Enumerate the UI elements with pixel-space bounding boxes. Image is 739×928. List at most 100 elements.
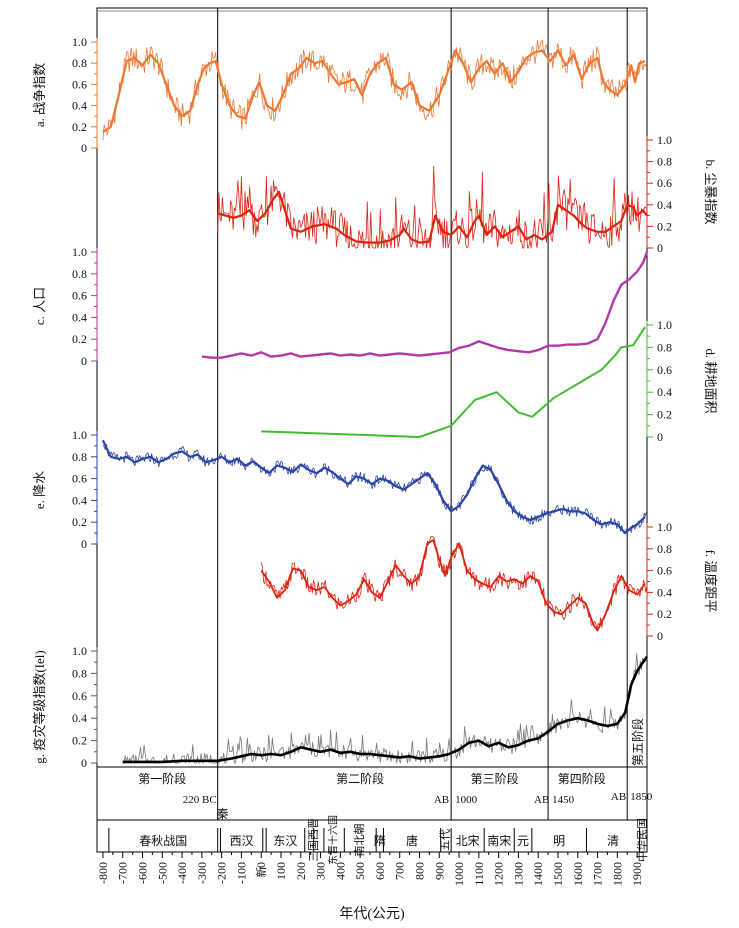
dynasty-label: 东晋十六国	[326, 815, 339, 865]
y-tick-label: 1.0	[657, 133, 672, 147]
panel-label: d. 耕地面积	[703, 348, 718, 413]
dynasty-label: 五代	[438, 829, 451, 851]
dynasty-label: 元	[517, 834, 529, 848]
panel-a: 0 0.2 0.4 0.6 0.8 1.0 a. 战争指数	[32, 35, 647, 155]
x-tick-label: -800	[96, 862, 110, 884]
dynasty-label: 隋	[374, 834, 386, 848]
y-tick-label: 0.2	[72, 515, 87, 529]
y-tick-label: 1.0	[657, 520, 672, 534]
raw-series-line	[217, 165, 647, 249]
boundary-label: 1000	[455, 794, 478, 806]
dynasty-label: 三国西晋	[307, 818, 320, 862]
x-tick-label: 100	[274, 862, 288, 880]
y-tick-label: 0.8	[657, 340, 672, 354]
stage-label: 第五阶段	[630, 718, 645, 766]
boundary-label: AB	[611, 791, 626, 803]
dynasty-label: 明	[553, 834, 565, 848]
boundary-label: 220 BC	[183, 794, 217, 806]
smooth-series-line	[260, 539, 646, 632]
y-tick-label: 0.6	[657, 176, 672, 190]
panel-e: 0 0.2 0.4 0.6 0.8 1.0 e. 降水	[32, 428, 647, 551]
dynasty-label: 西汉	[230, 834, 254, 848]
smooth-series-line	[261, 326, 646, 438]
y-tick-label: 1.0	[72, 35, 87, 49]
panel-label: b. 尘暴指数	[703, 159, 718, 224]
raw-series-line	[102, 444, 647, 534]
y-tick-label: 0.2	[72, 120, 87, 134]
y-tick-label: 0.4	[72, 711, 87, 725]
y-tick-label: 1.0	[72, 644, 87, 658]
smooth-series-line	[201, 251, 649, 359]
dynasty-label: 春秋战国	[139, 834, 187, 848]
stage-label: 第三阶段	[471, 771, 519, 786]
dynasty-label: 唐	[406, 833, 418, 848]
x-tick-label: 1100	[472, 862, 486, 886]
panel-label: a. 战争指数	[32, 63, 47, 127]
y-tick-label: 0.8	[72, 450, 87, 464]
x-tick-label: 1400	[531, 862, 545, 886]
dynasty-label: 东汉	[273, 834, 297, 848]
panel-d: 0 0.2 0.4 0.6 0.8 1.0 d. 耕地面积	[261, 318, 718, 444]
smooth-series-line	[101, 439, 646, 535]
x-tick-label: -200	[215, 862, 229, 884]
chart-panels: 0 0.2 0.4 0.6 0.8 1.0 a. 战争指数 0 0.2 0.4 0.6 0.8 1.0 b…	[32, 35, 718, 770]
panel-f: 0 0.2 0.4 0.6 0.8 1.0 f. 温度距平	[260, 520, 718, 643]
y-tick-label: 0.8	[72, 666, 87, 680]
raw-series-line	[122, 653, 647, 764]
y-tick-label: 0.4	[657, 198, 672, 212]
panel-b: 0 0.2 0.4 0.6 0.8 1.0 b. 尘暴指数	[217, 133, 718, 255]
smooth-series-line	[122, 655, 649, 764]
x-axis-title: 年代(公元)	[339, 906, 405, 922]
y-tick-label: 0.2	[657, 408, 672, 422]
y-tick-label: 0.8	[657, 155, 672, 169]
smooth-series-line	[102, 49, 646, 134]
boundary-label: 1850	[630, 791, 653, 803]
y-tick-label: 0.4	[657, 585, 672, 599]
x-tick-label: 1800	[610, 862, 624, 886]
y-tick-label: 0.8	[657, 542, 672, 556]
dynasty-label: 秦	[217, 807, 229, 821]
plot-frame	[96, 7, 648, 853]
x-tick-label: 900	[432, 862, 446, 880]
y-tick-label: 0.2	[72, 332, 87, 346]
y-tick-label: 0.4	[72, 493, 87, 507]
x-tick-label: 300	[314, 862, 328, 880]
panel-label: g. 疫灾等级指数(Iel)	[32, 650, 47, 763]
y-tick-label: 1.0	[72, 428, 87, 442]
y-tick-label: 0.6	[657, 363, 672, 377]
x-tick-label: 1900	[630, 862, 644, 886]
x-tick-label: 1600	[571, 862, 585, 886]
y-tick-label: 0	[657, 430, 663, 444]
y-tick-label: 1.0	[657, 318, 672, 332]
y-tick-label: 0	[81, 141, 87, 155]
boundary-label: AB 1450	[534, 794, 575, 806]
x-tick-label: 0	[254, 862, 268, 868]
x-tick-label: 1300	[511, 862, 525, 886]
panel-label: c. 人口	[32, 287, 47, 325]
y-tick-label: 0.4	[657, 385, 672, 399]
x-tick-label: -400	[175, 862, 189, 884]
x-tick-label: 800	[412, 862, 426, 880]
x-tick-label: -600	[136, 862, 150, 884]
panel-label: f. 温度距平	[703, 550, 718, 613]
x-tick-label: -300	[195, 862, 209, 884]
y-tick-label: 1.0	[72, 245, 87, 259]
dynasty-label: 南宋	[487, 833, 511, 848]
boundary-label: AB	[434, 794, 449, 806]
x-tick-label: 600	[373, 862, 387, 880]
y-tick-label: 0.4	[72, 310, 87, 324]
panel-label: e. 降水	[32, 471, 47, 509]
chart-frame	[96, 7, 648, 853]
stage-label: 第一阶段	[138, 771, 186, 786]
dynasty-label: 新	[254, 867, 268, 878]
y-tick-label: 0.2	[657, 219, 672, 233]
dynasty-label: 中华民国	[635, 818, 649, 862]
x-tick-label: 700	[393, 862, 407, 880]
x-tick-label: -500	[155, 862, 169, 884]
x-tick-label: 1700	[591, 862, 605, 886]
smooth-series-line	[217, 190, 648, 244]
y-tick-label: 0.2	[72, 734, 87, 748]
y-tick-label: 0	[81, 537, 87, 551]
stage-label: 第四阶段	[558, 771, 606, 786]
